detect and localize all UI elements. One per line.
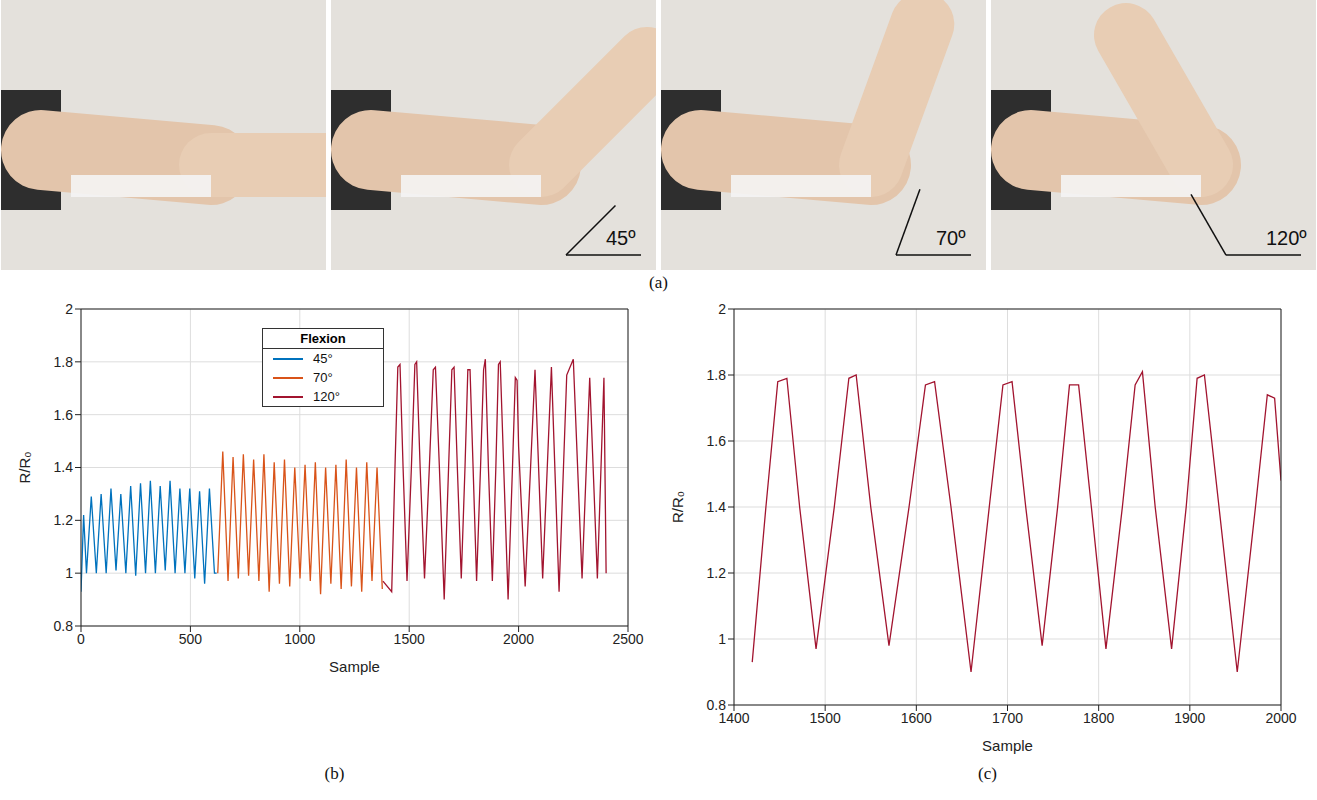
svg-text:2500: 2500 (612, 631, 643, 647)
svg-text:45º: 45º (606, 227, 636, 249)
svg-text:1: 1 (65, 565, 73, 581)
svg-text:R/R₀: R/R₀ (669, 491, 686, 523)
html-text:(a): (a) (649, 273, 668, 292)
svg-text:1400: 1400 (718, 709, 750, 726)
svg-text:1.4: 1.4 (54, 459, 74, 475)
svg-text:Sample: Sample (982, 737, 1033, 754)
html-text:70°: 70° (313, 370, 333, 385)
svg-text:0.8: 0.8 (54, 618, 74, 634)
svg-text:1.6: 1.6 (54, 407, 74, 423)
svg-text:1.8: 1.8 (707, 367, 727, 383)
html-text:120°: 120° (313, 389, 340, 404)
svg-text:1700: 1700 (992, 710, 1023, 726)
svg-text:1500: 1500 (810, 710, 841, 726)
html-text:Flexion: Flexion (300, 331, 346, 346)
svg-text:70º: 70º (936, 227, 966, 249)
html-text:(c): (c) (978, 764, 997, 783)
svg-text:2: 2 (65, 301, 73, 317)
svg-text:120º: 120º (1266, 227, 1307, 249)
svg-text:0.8: 0.8 (707, 697, 727, 713)
svg-text:Sample: Sample (329, 658, 380, 675)
svg-text:1: 1 (718, 631, 726, 647)
svg-text:1.4: 1.4 (707, 499, 727, 515)
svg-text:1.8: 1.8 (54, 354, 74, 370)
svg-text:1000: 1000 (284, 631, 315, 647)
svg-text:1800: 1800 (1083, 710, 1114, 726)
svg-text:1.2: 1.2 (707, 565, 727, 581)
svg-text:0: 0 (77, 631, 85, 647)
svg-text:R/R₀: R/R₀ (16, 451, 33, 483)
svg-text:1.6: 1.6 (707, 433, 727, 449)
svg-text:1900: 1900 (1174, 710, 1205, 726)
svg-text:2000: 2000 (1265, 710, 1296, 726)
svg-text:1600: 1600 (901, 710, 932, 726)
svg-text:500: 500 (179, 631, 203, 647)
svg-text:1500: 1500 (394, 631, 425, 647)
svg-text:1.2: 1.2 (54, 512, 74, 528)
html-text:45°: 45° (313, 351, 333, 366)
html-text:(b): (b) (324, 764, 345, 783)
svg-text:2: 2 (718, 301, 726, 317)
svg-text:2000: 2000 (503, 631, 534, 647)
